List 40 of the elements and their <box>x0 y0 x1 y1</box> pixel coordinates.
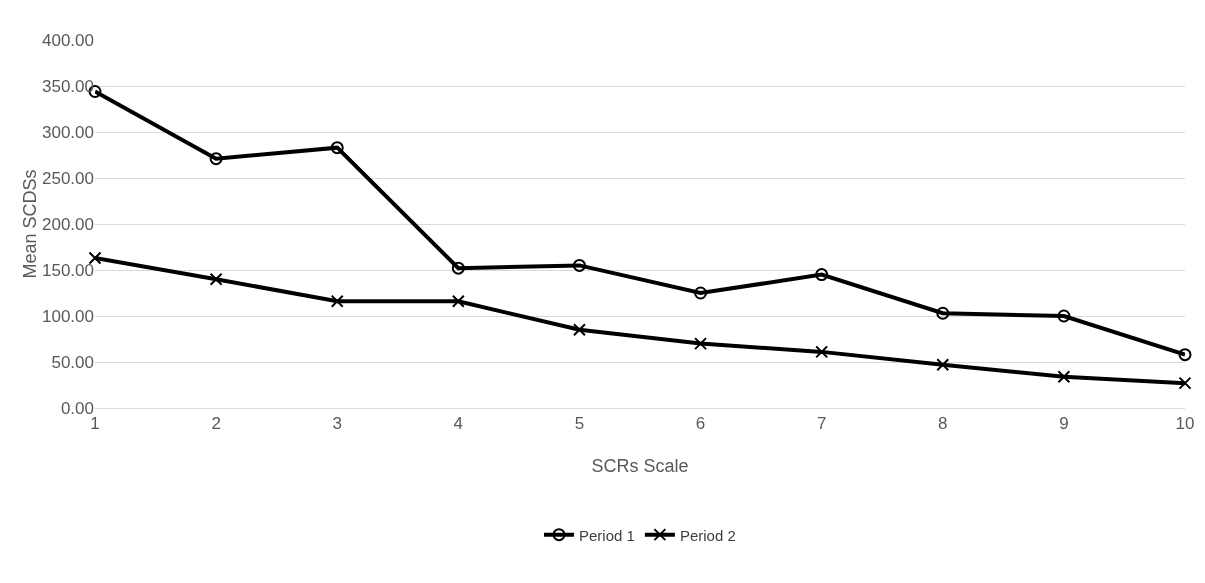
point <box>694 337 708 351</box>
x-tick-label: 5 <box>574 414 585 434</box>
y-tick-label: 150.00 <box>42 260 94 280</box>
y-tick-label: 400.00 <box>42 30 94 50</box>
point <box>1057 370 1071 384</box>
y-tick-label: 200.00 <box>42 214 94 234</box>
point <box>88 251 102 265</box>
point <box>451 294 465 308</box>
y-tick-label: 350.00 <box>42 76 94 96</box>
legend-label: Period 2 <box>679 526 736 544</box>
x-tick-label: 3 <box>332 414 342 434</box>
x-tick-label: 4 <box>453 414 464 434</box>
point <box>330 294 344 308</box>
point <box>936 306 950 320</box>
point <box>694 286 708 300</box>
point <box>330 141 344 155</box>
point <box>572 258 586 272</box>
point <box>451 261 465 275</box>
x-tick-label: 2 <box>211 414 221 434</box>
point <box>1057 309 1071 323</box>
x-tick-label: 8 <box>938 414 948 434</box>
point <box>1178 376 1192 390</box>
point <box>1178 348 1192 362</box>
y-tick-label: 300.00 <box>42 122 94 142</box>
point <box>572 323 586 337</box>
y-tick-label: 100.00 <box>42 306 94 326</box>
point <box>209 272 223 286</box>
y-axis-title: Mean SCDSs <box>20 169 40 279</box>
point <box>815 345 829 359</box>
x-tick-label: 9 <box>1059 414 1069 434</box>
legend-label: Period 1 <box>579 526 635 544</box>
y-tick-label: 250.00 <box>42 168 94 188</box>
y-tick-label: 50.00 <box>51 352 94 372</box>
x-tick-label: 6 <box>695 414 706 434</box>
x-axis-title: SCRs Scale <box>591 456 689 476</box>
point <box>209 152 223 166</box>
x-tick-label: 7 <box>816 414 827 434</box>
x-tick-label: 10 <box>1175 414 1195 434</box>
point <box>936 358 950 372</box>
point <box>815 268 829 282</box>
